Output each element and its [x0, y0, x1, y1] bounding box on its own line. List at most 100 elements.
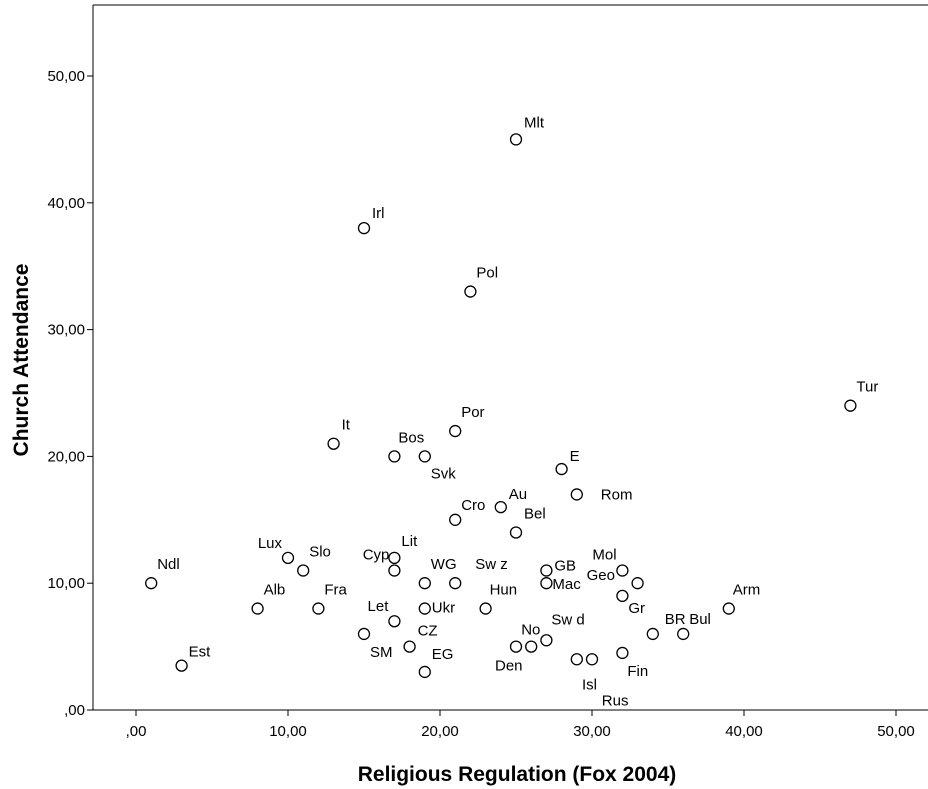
point-label-swd: Sw d — [551, 611, 584, 628]
point-label-hun: Hun — [490, 582, 518, 599]
point-label-fra: Fra — [324, 582, 347, 599]
data-point-mlt — [509, 133, 523, 146]
point-label-slo: Slo — [309, 544, 331, 561]
data-point-swz — [449, 577, 462, 590]
point-label-it: It — [342, 417, 351, 434]
data-point-arm — [722, 602, 735, 615]
data-point-gb — [540, 564, 553, 577]
y-tick-label: 40,00 — [47, 195, 85, 212]
point-label-gr: Gr — [628, 600, 645, 617]
x-tick-label: 20,00 — [421, 723, 459, 740]
point-label-irl: Irl — [372, 205, 385, 222]
point-label-rus: Rus — [602, 692, 629, 709]
axes: ,00 10,00 20,00 30,00 40,00 50,00 ,00 10,00 20,0… — [47, 4, 928, 740]
data-point-fra — [312, 602, 325, 615]
point-label-lux: Lux — [258, 535, 283, 552]
data-point-cyp — [388, 564, 401, 577]
data-point-gr — [616, 589, 629, 603]
point-label-rom: Rom — [601, 486, 633, 503]
point-label-wg: WG — [431, 556, 457, 573]
data-point-br — [646, 627, 659, 641]
y-tick-label: 20,00 — [47, 448, 85, 465]
point-label-cyp: Cyp — [363, 547, 390, 564]
point-label-arm: Arm — [733, 582, 761, 599]
data-point-eg — [418, 665, 431, 679]
point-label-bul: Bul — [689, 611, 711, 628]
x-tick-label: 40,00 — [725, 723, 763, 740]
data-point-e — [555, 462, 568, 476]
point-label-isl: Isl — [582, 676, 597, 693]
point-label-gb: GB — [554, 558, 576, 575]
point-label-e: E — [570, 448, 580, 465]
x-tick-label: 10,00 — [269, 723, 307, 740]
point-label-den: Den — [495, 658, 523, 675]
x-tick-label: 50,00 — [877, 723, 915, 740]
data-point-au — [494, 500, 507, 514]
data-point-isl — [585, 653, 599, 666]
data-point-pol — [464, 285, 477, 298]
data-points — [145, 133, 857, 679]
y-tick-label: ,00 — [64, 702, 85, 719]
data-point-rus — [570, 653, 583, 666]
data-point-alb — [251, 602, 264, 615]
point-label-ukr: Ukr — [432, 600, 455, 617]
data-point-svk — [418, 450, 431, 463]
point-label-eg: EG — [432, 646, 454, 663]
data-point-hun — [479, 602, 492, 615]
data-point-wg — [418, 577, 431, 590]
point-label-bel: Bel — [524, 505, 546, 522]
x-tick-label: 30,00 — [573, 723, 611, 740]
data-point-bul — [677, 627, 690, 641]
data-point-tur — [844, 399, 857, 412]
point-label-mol: Mol — [592, 547, 616, 564]
y-axis-title: Church Attendance — [10, 264, 33, 457]
point-label-mac: Mac — [552, 576, 581, 593]
point-label-geo: Geo — [587, 567, 615, 584]
data-point-lux — [281, 551, 295, 564]
point-label-mlt: Mlt — [524, 114, 545, 131]
data-point-por — [449, 424, 462, 438]
data-point-bos — [388, 450, 401, 463]
point-label-fin: Fin — [627, 663, 648, 680]
point-label-por: Por — [461, 404, 484, 421]
point-label-sm: SM — [370, 644, 393, 661]
point-label-ndl: Ndl — [157, 556, 180, 573]
point-label-bos: Bos — [398, 429, 424, 446]
point-label-lit: Lit — [401, 533, 418, 550]
data-point-swd — [540, 634, 553, 647]
point-label-alb: Alb — [264, 582, 286, 599]
data-point-est — [175, 659, 188, 672]
data-point-cz — [403, 640, 416, 653]
point-label-no: No — [521, 622, 540, 639]
data-point-bel — [509, 526, 523, 539]
data-point-geo — [631, 577, 644, 590]
data-point-slo — [297, 564, 310, 577]
point-label-svk: Svk — [431, 465, 457, 482]
point-label-pol: Pol — [476, 265, 498, 282]
point-label-tur: Tur — [856, 379, 878, 396]
data-point-no — [525, 640, 538, 653]
data-point-lit — [388, 551, 401, 564]
y-tick-label: 10,00 — [47, 575, 85, 592]
data-point-rom — [570, 488, 583, 501]
point-label-br: BR — [665, 611, 686, 628]
point-label-cro: Cro — [461, 497, 485, 514]
y-tick-label: 50,00 — [47, 68, 85, 85]
point-label-swz: Sw z — [475, 556, 508, 573]
data-point-mol — [616, 564, 629, 577]
point-label-cz: CZ — [418, 623, 438, 640]
data-point-mac — [540, 577, 553, 590]
data-point-den — [509, 640, 523, 653]
point-label-est: Est — [189, 644, 212, 661]
data-point-let — [388, 615, 401, 628]
data-point-fin — [616, 646, 629, 660]
x-axis-title: Religious Regulation (Fox 2004) — [358, 763, 677, 786]
point-label-au: Au — [509, 486, 527, 503]
data-point-sm — [357, 627, 371, 641]
point-label-let: Let — [368, 598, 390, 615]
y-tick-label: 30,00 — [47, 322, 85, 339]
data-point-it — [327, 437, 340, 450]
point-labels: Mlt Irl Pol Tur Por It Bos Svk E Rom Au Cro Bel Lux Sl… — [157, 114, 878, 709]
x-tick-label: ,00 — [126, 723, 147, 740]
